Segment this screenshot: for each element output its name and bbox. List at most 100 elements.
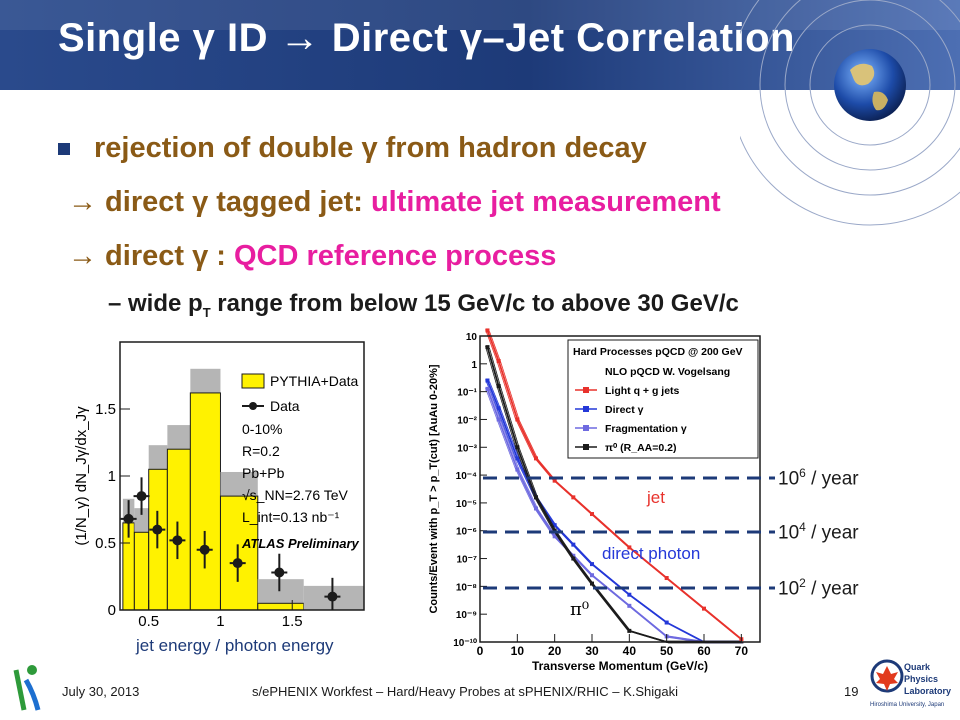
curve-marker	[571, 542, 576, 547]
data-point	[274, 567, 285, 578]
y-tick-label: 1	[108, 468, 116, 485]
label-jet: jet	[646, 488, 665, 507]
left-caption: jet energy / photon energy	[136, 636, 334, 655]
curve-marker	[515, 456, 520, 461]
chart-annotation: Pb+Pb	[242, 465, 285, 481]
left-axes	[119, 341, 365, 611]
x-tick-label: 0.5	[138, 613, 159, 630]
bullet-rejection: rejection of double γ from hadron decay	[58, 132, 647, 165]
pythia-bar	[257, 602, 305, 611]
x-tick-label: 50	[660, 644, 674, 658]
line-direct-tagged-jet: → direct γ tagged jet: ultimate jet meas…	[68, 186, 721, 219]
rate-1e4-label: 104 / year	[778, 520, 859, 544]
curve-marker	[571, 495, 576, 500]
y-tick-label: 10⁻¹⁰	[453, 638, 477, 649]
curve-3	[485, 346, 740, 642]
curve-marker	[627, 603, 632, 608]
data-point	[152, 524, 163, 535]
left-y-axis-label: (1/N_γ) dN_Jγ/dx_Jγ	[73, 406, 90, 546]
logo-word-laboratory: Laboratory	[904, 686, 952, 696]
chart-annotation: √s_NN=2.76 TeV	[242, 487, 349, 503]
curve-marker	[496, 417, 501, 422]
pqcd-rates-chart: 0 10 20 30 40 50 60 70 10⁻¹⁰ 10⁻⁹ 10⁻⁸ 10⁻⁷ 10⁻⁶ 10⁻⁵…	[425, 328, 770, 680]
chart-annotation: R=0.2	[242, 443, 280, 459]
right-frame	[479, 335, 761, 643]
y-tick-label: 10⁻⁶	[456, 527, 477, 538]
rate-1e6-label: 106 / year	[778, 466, 859, 490]
header-bar: Single γ ID → Direct γ–Jet Correlation	[0, 0, 960, 90]
quark-physics-lab-logo: Quark Physics Laboratory Hiroshima Unive…	[870, 658, 956, 716]
curve-marker	[627, 628, 632, 633]
curve-marker	[534, 456, 538, 461]
legend-marker	[583, 387, 589, 393]
x-tick-label: 60	[697, 644, 711, 658]
x-tick-label: 30	[585, 644, 599, 658]
right-y-axis-label: Counts/Event with p_T > p_T(cut) [AuAu 0…	[428, 364, 440, 613]
curve-marker	[515, 417, 520, 422]
y-tick-label: 10⁻⁴	[456, 471, 477, 482]
legend-entry: Direct γ	[605, 404, 644, 416]
line-qcd-reference: → direct γ : QCD reference process	[68, 240, 556, 273]
curve-marker	[515, 467, 520, 472]
curve-marker	[496, 406, 501, 411]
x-tick-label: 0	[477, 644, 484, 658]
curve-marker	[664, 576, 669, 581]
data-point	[232, 558, 243, 569]
data-point	[123, 513, 134, 524]
y-tick-label: 10⁻⁸	[456, 582, 477, 593]
y-tick-label: 10⁻²	[457, 415, 477, 426]
y-tick-label: 0.5	[95, 535, 116, 552]
curve-marker	[485, 328, 490, 333]
legend-data-marker	[249, 402, 257, 410]
right-axes	[479, 335, 761, 643]
curve-marker	[590, 573, 594, 578]
right-x-axis-label: Transverse Momentum (GeV/c)	[532, 659, 708, 673]
y-tick-label: 10⁻⁷	[456, 555, 477, 566]
right-labels: jet direct photon π⁰	[570, 488, 700, 620]
curve-marker	[552, 534, 557, 539]
curve-marker	[496, 384, 501, 389]
rate-lines	[483, 476, 775, 590]
legend-entry: NLO pQCD W. Vogelsang	[605, 366, 730, 378]
y-tick-label: 10⁻³	[457, 443, 477, 454]
y-tick-label: 10	[466, 332, 478, 343]
right-legend: Hard Processes pQCD @ 200 GeV NLO pQCD W.…	[567, 339, 759, 459]
curve-marker	[590, 512, 594, 517]
label-pi0: π⁰	[570, 599, 589, 620]
left-tick-labels: 0.5 1 1.5 0 0.5 1 1.5 (1/N_γ) dN_Jγ/dx_Jγ	[73, 401, 303, 630]
y-tick-label: 1.5	[95, 401, 116, 418]
right-tick-labels: 0 10 20 30 40 50 60 70 10⁻¹⁰ 10⁻⁹ 10⁻⁸ 10⁻⁷ 10⁻⁶ 10⁻⁵…	[428, 332, 748, 673]
line2-highlight: ultimate jet measurement	[370, 186, 721, 218]
left-points	[120, 477, 341, 610]
line4-start: – wide p	[108, 290, 203, 317]
chart-annotation: ATLAS Preliminary	[241, 536, 360, 551]
label-direct-photon: direct photon	[602, 544, 700, 563]
data-point	[172, 535, 183, 546]
chart-annotation: L_int=0.13 nb⁻¹	[242, 509, 340, 525]
pythia-bar	[133, 531, 150, 611]
y-tick-label: 10⁻¹	[457, 388, 477, 399]
curve-marker	[552, 523, 557, 528]
x-tick-label: 10	[511, 644, 525, 658]
page-number: 19	[844, 684, 859, 699]
chart-annotation: 0-10%	[242, 421, 282, 437]
legend-marker	[583, 444, 589, 450]
slide-title: Single γ ID → Direct γ–Jet Correlation	[58, 16, 795, 60]
maple-leaf-icon	[870, 659, 904, 693]
curve-marker	[627, 592, 632, 597]
legend-box	[567, 339, 759, 459]
logo-word-quark: Quark	[904, 662, 931, 672]
y-tick-label: 10⁻⁵	[456, 499, 477, 510]
curve-marker	[590, 581, 594, 586]
curve-marker	[485, 378, 490, 383]
legend-data: Data	[270, 398, 300, 414]
logo-word-physics: Physics	[904, 674, 939, 684]
data-point	[136, 491, 147, 502]
legend-marker	[583, 425, 589, 431]
curve-marker	[485, 345, 490, 350]
globe-icon	[834, 49, 906, 121]
bullet-marker-icon	[58, 143, 70, 156]
line3-prefix: → direct γ :	[68, 240, 234, 272]
x-tick-label: 1.5	[282, 613, 303, 630]
footer-center: s/ePHENIX Workfest – Hard/Heavy Probes a…	[252, 684, 679, 699]
